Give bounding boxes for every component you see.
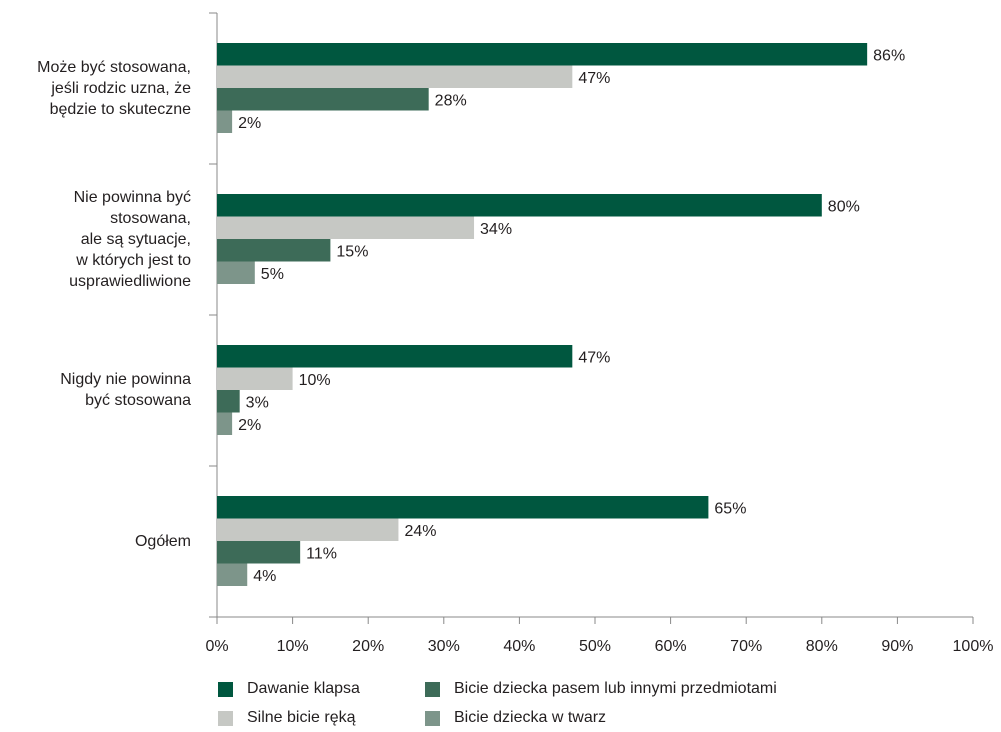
x-tick-label: 20% [352,638,384,655]
bar-value-label: 80% [828,198,860,215]
bar-value-label: 28% [435,92,467,109]
bar [217,563,248,586]
category-label: Może być stosowana, jeśli rodzic uzna, ż… [37,58,191,118]
bar-value-label: 15% [336,243,368,260]
bar-value-label: 47% [578,70,610,87]
bar-value-label: 65% [714,500,746,517]
bar [217,496,709,519]
x-tick-label: 100% [953,638,994,655]
legend-swatch [425,710,440,726]
bar-chart: 86% 47% 28% 2% 80% 34% 15% 5% 47% 10% 3% 2% 65% 24% 11… [205,12,993,655]
bar-value-label: 4% [253,568,276,585]
bar-value-label: 47% [578,349,610,366]
bar [217,65,573,88]
bar-value-label: 86% [873,47,905,64]
bar-value-label: 34% [480,221,512,238]
bar [217,239,331,262]
x-tick-label: 50% [579,638,611,655]
bar [217,367,293,390]
bar [217,518,399,541]
legend-swatch [218,681,233,697]
bar [217,110,233,133]
bar-value-label: 5% [261,266,284,283]
bar [217,216,475,239]
bar-value-label: 11% [306,545,337,562]
x-tick-label: 90% [881,638,913,655]
legend-label: Bicie dziecka w twarz [454,709,607,726]
bar-value-label: 3% [246,394,269,411]
bar-value-label: 10% [299,372,331,389]
legend-swatch [218,710,233,726]
bars [217,43,868,586]
bar-value-label: 2% [238,115,261,132]
legend-item: Bicie dziecka w twarz [425,709,606,727]
bar [217,194,822,217]
legend-item: Bicie dziecka pasem lub innymi przedmiot… [425,680,777,698]
legend-label: Silne bicie ręką [247,709,356,726]
x-tick-label: 10% [277,638,309,655]
x-tick-label: 0% [205,638,228,655]
bar [217,412,233,435]
category-label: Ogółem [134,532,191,550]
category-label: Nie powinna być stosowana, ale są sytuac… [69,188,191,290]
bar [217,261,255,284]
bar [217,345,573,368]
bar [217,88,429,111]
x-tick-label: 80% [806,638,838,655]
x-tick-label: 30% [428,638,460,655]
bar [217,43,868,66]
x-tick-label: 60% [655,638,687,655]
legend-item: Dawanie klapsa [218,680,360,698]
x-tick-label: 70% [730,638,762,655]
value-labels: 86% 47% 28% 2% 80% 34% 15% 5% 47% 10% 3% 2% 65% 24% 11… [238,47,905,585]
legend-label: Bicie dziecka pasem lub innymi przedmiot… [454,680,777,697]
bar [217,390,240,413]
bar-value-label: 24% [404,523,436,540]
bar-value-label: 2% [238,417,261,434]
category-label: Nigdy nie powinna być stosowana [60,371,191,409]
x-tick-labels: 0% 10% 20% 30% 40% 50% 60% 70% 80% 90% 100% [205,638,993,655]
bar [217,541,301,564]
legend-item: Silne bicie ręką [218,709,356,727]
legend-label: Dawanie klapsa [247,680,360,697]
x-tick-label: 40% [503,638,535,655]
legend-swatch [425,681,440,697]
